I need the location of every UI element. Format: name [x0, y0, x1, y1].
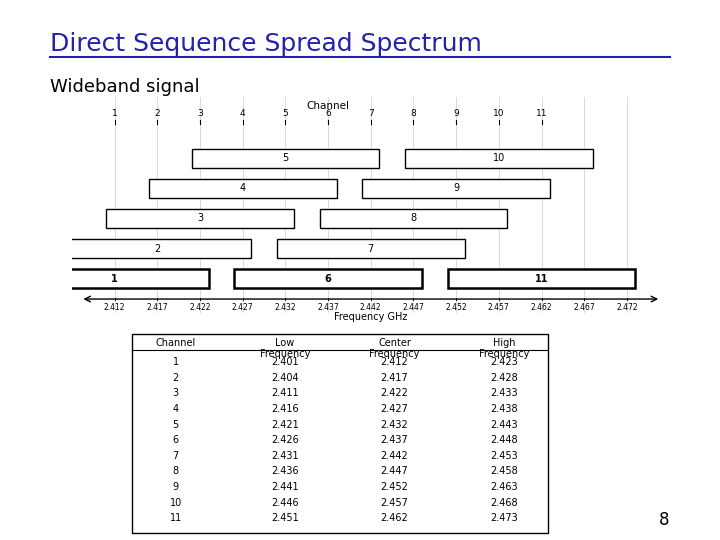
Text: 2.446: 2.446 — [271, 498, 299, 508]
Text: 10: 10 — [492, 153, 505, 163]
Text: 2.462: 2.462 — [381, 513, 408, 523]
Text: 6: 6 — [173, 435, 179, 445]
Text: High
Frequency: High Frequency — [479, 338, 529, 359]
Text: 2.473: 2.473 — [490, 513, 518, 523]
Text: 11: 11 — [169, 513, 182, 523]
Text: Wideband signal: Wideband signal — [50, 78, 200, 96]
Text: 2.412: 2.412 — [381, 357, 408, 367]
Text: 2.441: 2.441 — [271, 482, 299, 492]
Text: 7: 7 — [368, 244, 374, 254]
Text: 2.453: 2.453 — [490, 451, 518, 461]
Text: 2.457: 2.457 — [488, 303, 510, 312]
Text: 4: 4 — [240, 110, 246, 118]
Text: 9: 9 — [173, 482, 179, 492]
Text: 2.422: 2.422 — [189, 303, 211, 312]
Text: 8: 8 — [173, 467, 179, 476]
Text: 2.458: 2.458 — [490, 467, 518, 476]
Text: 2: 2 — [173, 373, 179, 383]
Bar — [149, 179, 337, 198]
Text: 2.401: 2.401 — [271, 357, 299, 367]
Text: 2.416: 2.416 — [271, 404, 299, 414]
Text: 2.417: 2.417 — [147, 303, 168, 312]
Text: 6: 6 — [325, 110, 331, 118]
Text: 10: 10 — [493, 110, 505, 118]
Bar — [192, 148, 379, 168]
Text: 2.426: 2.426 — [271, 435, 299, 445]
Text: 2: 2 — [155, 110, 160, 118]
Text: 7: 7 — [368, 110, 374, 118]
Text: 11: 11 — [535, 274, 549, 284]
Text: 2.472: 2.472 — [616, 303, 638, 312]
Text: 2.436: 2.436 — [271, 467, 299, 476]
Text: Center
Frequency: Center Frequency — [369, 338, 420, 359]
Text: 2.448: 2.448 — [490, 435, 518, 445]
Text: 2.437: 2.437 — [381, 435, 408, 445]
Text: 1: 1 — [173, 357, 179, 367]
Bar — [234, 269, 422, 288]
Text: Channel: Channel — [156, 338, 196, 348]
Text: 2.468: 2.468 — [490, 498, 518, 508]
Text: 10: 10 — [169, 498, 182, 508]
Text: 2.417: 2.417 — [381, 373, 408, 383]
Text: 8: 8 — [659, 511, 670, 529]
Text: 2.422: 2.422 — [381, 388, 408, 399]
Text: 2.433: 2.433 — [490, 388, 518, 399]
Bar — [46, 239, 251, 258]
Text: 5: 5 — [282, 153, 289, 163]
Bar — [277, 239, 464, 258]
Text: Channel: Channel — [307, 102, 350, 111]
Text: 2.432: 2.432 — [381, 420, 408, 430]
Text: 2.438: 2.438 — [490, 404, 518, 414]
Bar — [106, 209, 294, 228]
Text: 2.437: 2.437 — [318, 303, 339, 312]
Text: 2.427: 2.427 — [232, 303, 253, 312]
Bar — [405, 148, 593, 168]
Text: 2.447: 2.447 — [381, 467, 408, 476]
Bar — [362, 179, 550, 198]
Text: 2.421: 2.421 — [271, 420, 299, 430]
Text: 1: 1 — [112, 110, 117, 118]
Text: Low
Frequency: Low Frequency — [260, 338, 310, 359]
Text: 2.411: 2.411 — [271, 388, 299, 399]
Bar — [320, 209, 508, 228]
Text: 3: 3 — [197, 110, 203, 118]
Text: 5: 5 — [173, 420, 179, 430]
Text: 2.463: 2.463 — [490, 482, 518, 492]
Text: 3: 3 — [173, 388, 179, 399]
Text: 2.462: 2.462 — [531, 303, 552, 312]
Text: 2.452: 2.452 — [381, 482, 408, 492]
Text: 2.457: 2.457 — [381, 498, 408, 508]
Text: 2.423: 2.423 — [490, 357, 518, 367]
Text: 2.431: 2.431 — [271, 451, 299, 461]
Text: 9: 9 — [454, 110, 459, 118]
Text: 2.467: 2.467 — [573, 303, 595, 312]
Text: 2.432: 2.432 — [274, 303, 296, 312]
Text: 2.412: 2.412 — [104, 303, 125, 312]
Text: 8: 8 — [410, 110, 416, 118]
Text: 2.442: 2.442 — [381, 451, 408, 461]
Text: 6: 6 — [325, 274, 331, 284]
Text: 2.442: 2.442 — [360, 303, 382, 312]
Bar — [21, 269, 209, 288]
Text: 2: 2 — [154, 244, 161, 254]
Text: 2.404: 2.404 — [271, 373, 299, 383]
Text: Frequency GHz: Frequency GHz — [334, 313, 408, 322]
Text: 2.443: 2.443 — [490, 420, 518, 430]
Text: Direct Sequence Spread Spectrum: Direct Sequence Spread Spectrum — [50, 32, 482, 56]
Text: 2.452: 2.452 — [446, 303, 467, 312]
Text: 2.447: 2.447 — [402, 303, 424, 312]
Text: 5: 5 — [282, 110, 288, 118]
Text: 9: 9 — [453, 184, 459, 193]
Text: 2.428: 2.428 — [490, 373, 518, 383]
Text: 11: 11 — [536, 110, 547, 118]
Text: 2.427: 2.427 — [381, 404, 408, 414]
Text: 7: 7 — [173, 451, 179, 461]
Bar — [448, 269, 636, 288]
Text: 2.451: 2.451 — [271, 513, 299, 523]
Text: 1: 1 — [112, 274, 118, 284]
Text: 3: 3 — [197, 213, 203, 224]
Text: 4: 4 — [240, 184, 246, 193]
Text: 4: 4 — [173, 404, 179, 414]
Text: 8: 8 — [410, 213, 417, 224]
